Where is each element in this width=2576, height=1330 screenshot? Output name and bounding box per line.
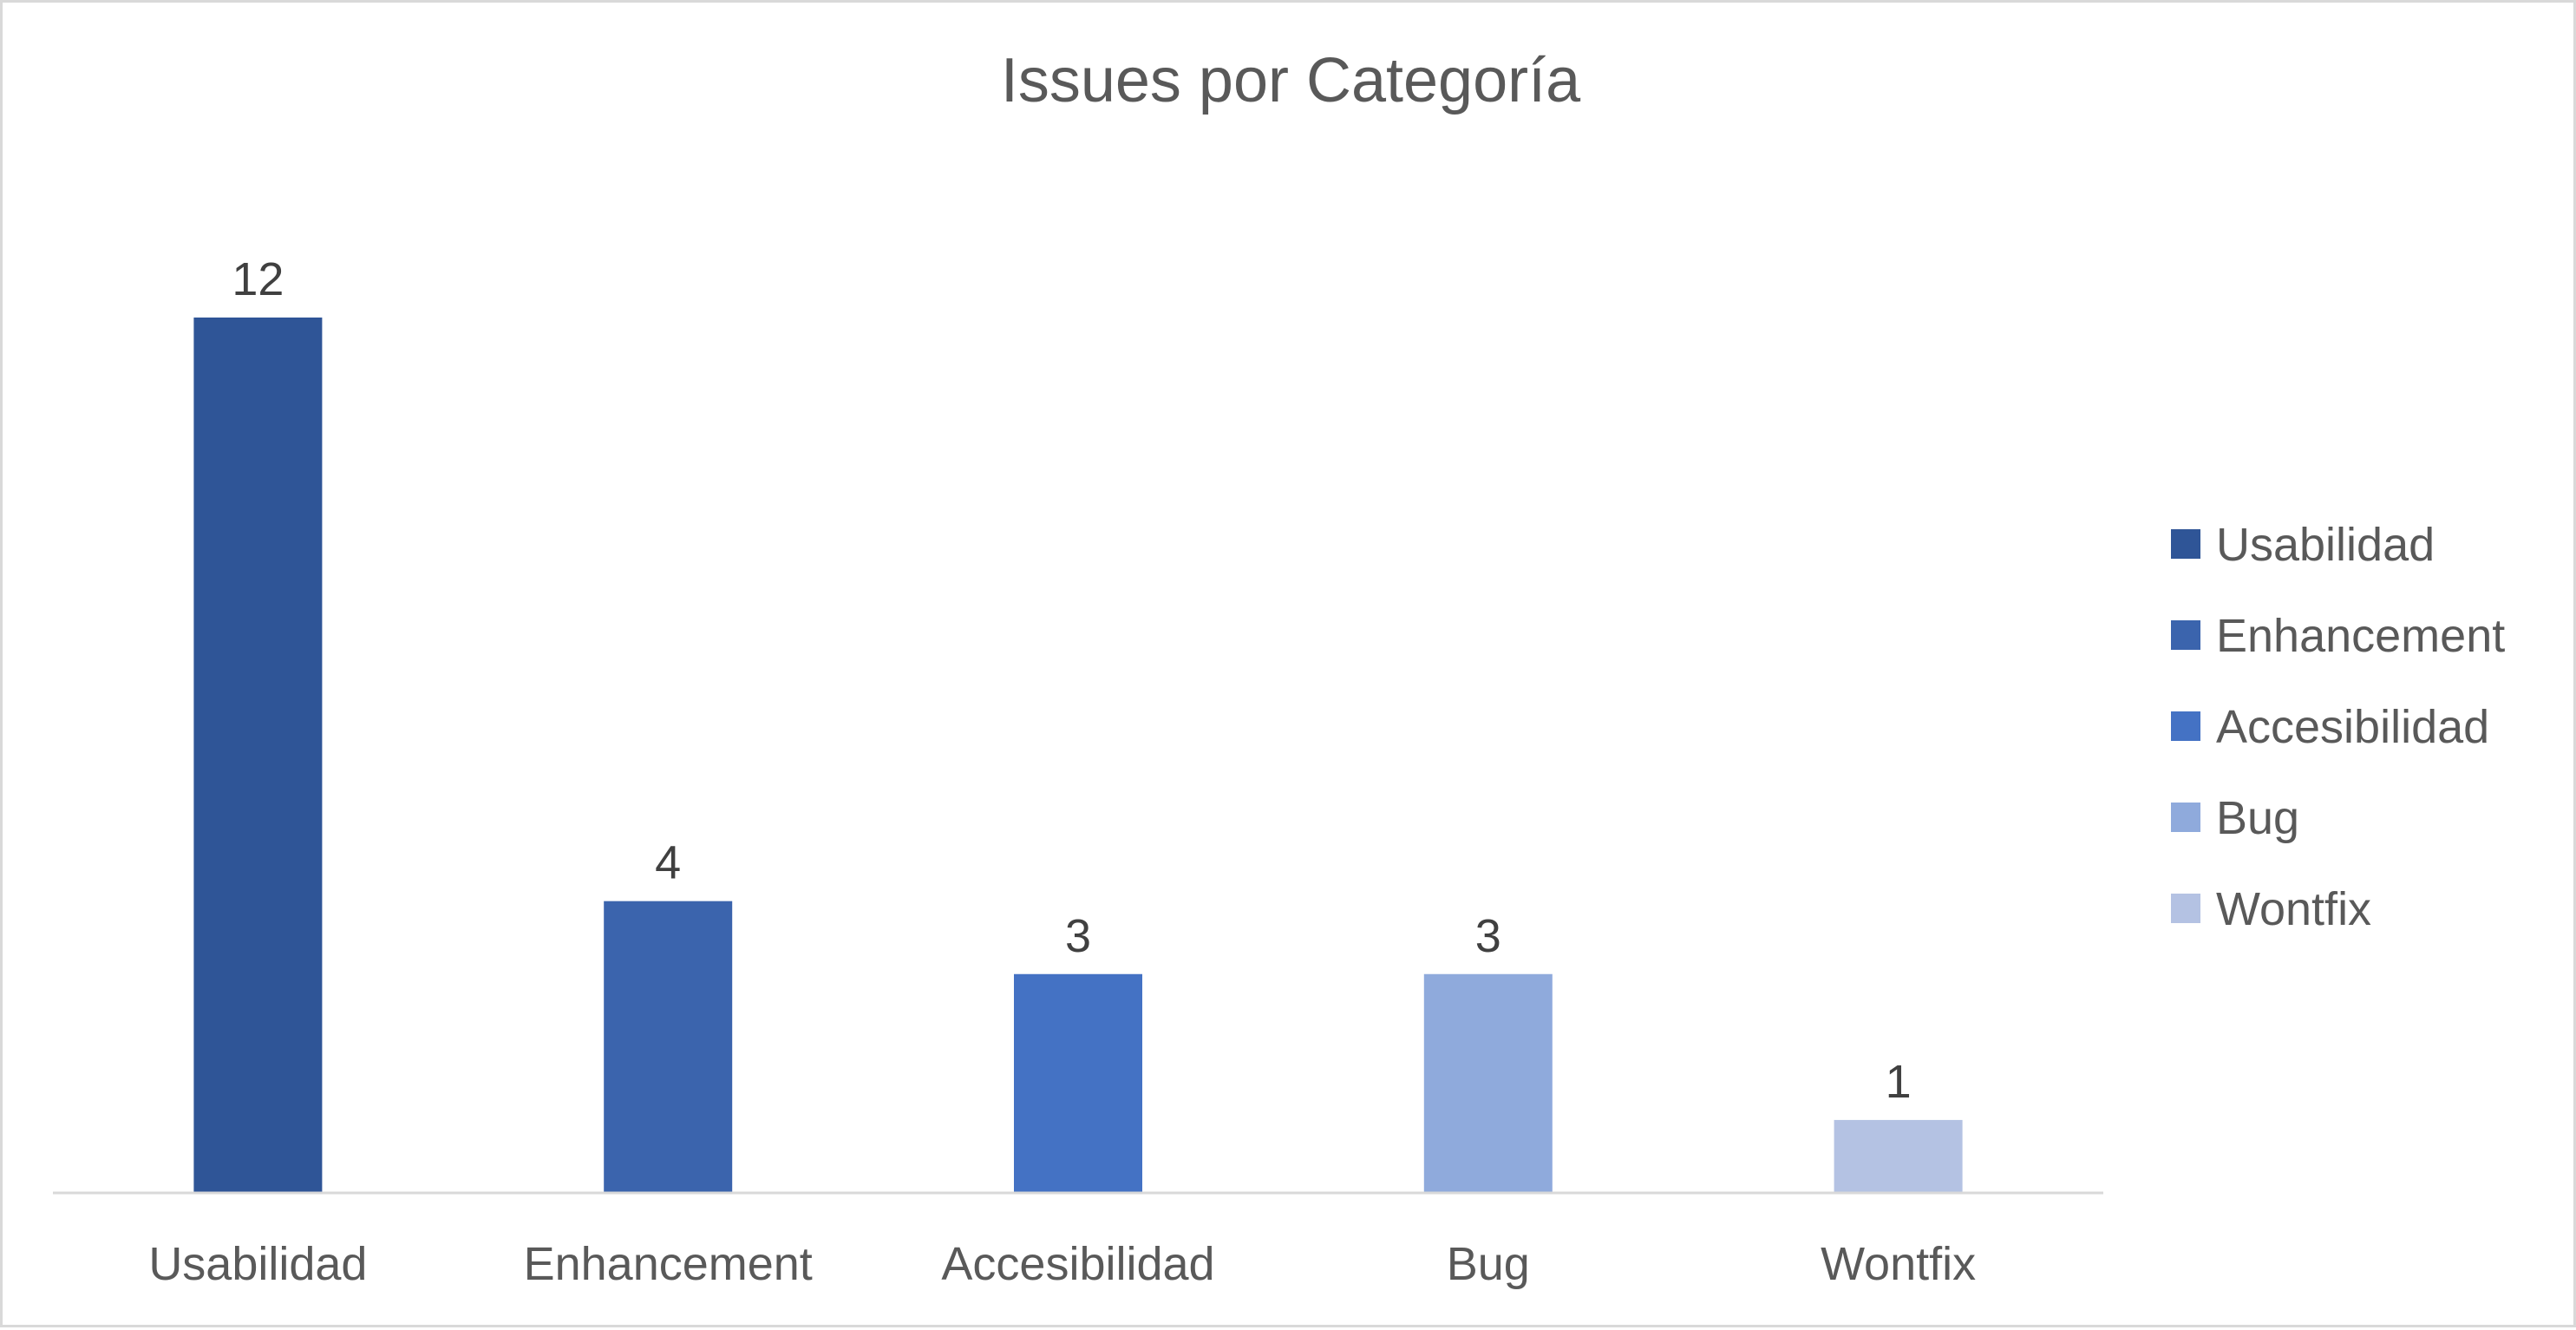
data-label-wontfix: 1 — [1886, 1056, 1912, 1108]
bar-chart: Issues por Categoría 12 Usabilidad 4 Enhanc… — [53, 46, 2505, 1290]
plot-area: 12 Usabilidad 4 Enhancement 3 Accesibilidad 3 B… — [53, 253, 2103, 1290]
data-label-enhancement: 4 — [655, 837, 681, 889]
bar-usabilidad — [193, 318, 323, 1193]
bar-bug — [1423, 973, 1553, 1193]
legend-swatch-enhancement — [2171, 620, 2200, 650]
x-tick-label-enhancement: Enhancement — [524, 1238, 813, 1290]
legend-label-wontfix: Wontfix — [2216, 883, 2371, 935]
bar-wontfix — [1834, 1119, 1963, 1193]
bar-accesibilidad — [1014, 973, 1142, 1193]
legend-label-enhancement: Enhancement — [2216, 610, 2505, 662]
legend-swatch-wontfix — [2171, 894, 2200, 923]
legend-swatch-bug — [2171, 803, 2200, 832]
legend-label-accesibilidad: Accesibilidad — [2216, 701, 2489, 753]
legend-swatch-usabilidad — [2171, 529, 2200, 559]
legend: Usabilidad Enhancement Accesibilidad Bug Won… — [2171, 519, 2505, 935]
data-label-accesibilidad: 3 — [1065, 910, 1091, 962]
x-tick-label-accesibilidad: Accesibilidad — [941, 1238, 1214, 1290]
data-label-bug: 3 — [1475, 910, 1501, 962]
legend-swatch-accesibilidad — [2171, 711, 2200, 741]
legend-label-bug: Bug — [2216, 792, 2299, 844]
chart-title: Issues por Categoría — [1001, 46, 1581, 115]
legend-label-usabilidad: Usabilidad — [2216, 519, 2435, 571]
x-tick-label-usabilidad: Usabilidad — [148, 1238, 367, 1290]
bar-enhancement — [604, 901, 733, 1193]
data-label-usabilidad: 12 — [232, 253, 284, 305]
x-tick-label-wontfix: Wontfix — [1821, 1238, 1976, 1290]
x-tick-label-bug: Bug — [1447, 1238, 1530, 1290]
